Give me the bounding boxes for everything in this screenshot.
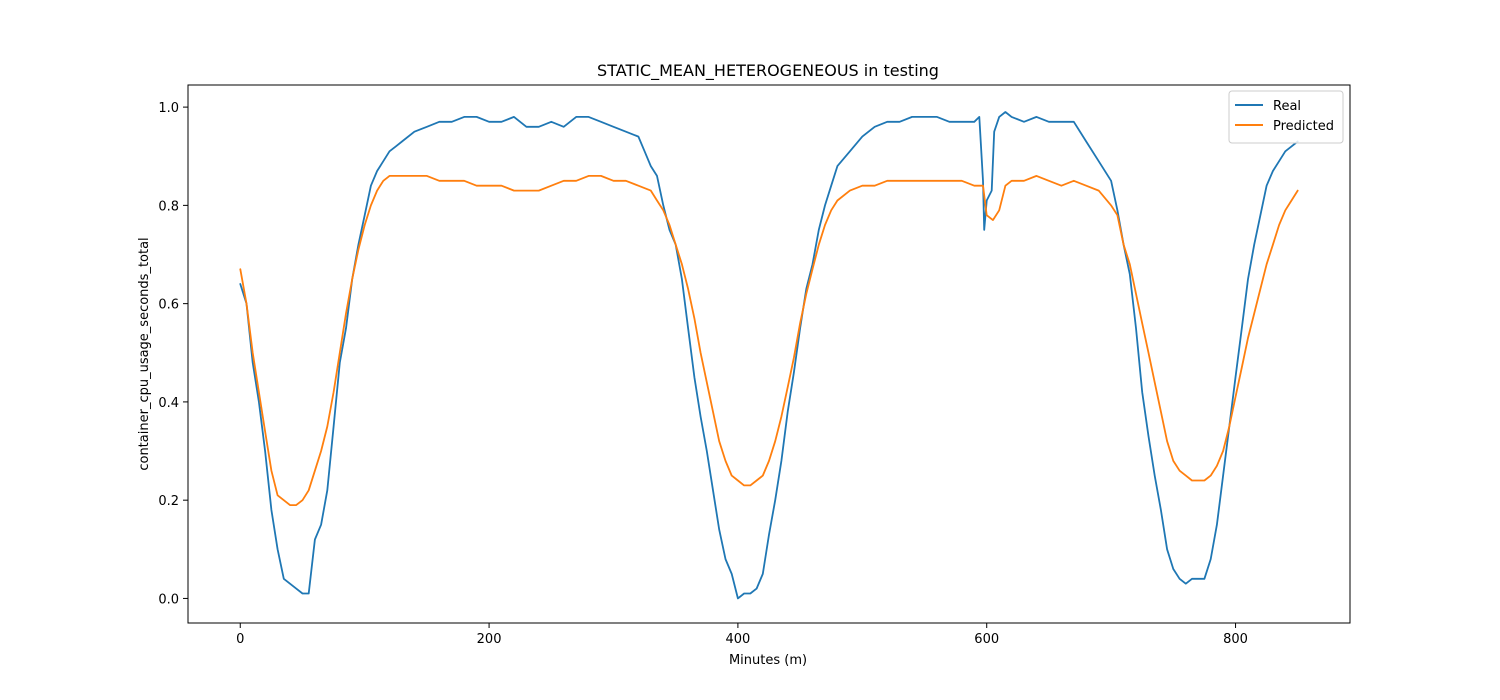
- y-tick-label: 0.0: [158, 592, 179, 607]
- plot-frame: [187, 84, 1351, 624]
- x-axis-ticks: 0 200 400 600 800: [236, 623, 1248, 647]
- y-axis-label: container_cpu_usage_seconds_total: [137, 237, 152, 470]
- x-axis-label: Minutes (m): [729, 653, 807, 668]
- series-line-real: [239, 111, 1299, 600]
- series-line-predicted: [239, 174, 1299, 507]
- legend-label-real: Real: [1273, 99, 1301, 114]
- chart-title: STATIC_MEAN_HETEROGENEOUS in testing: [597, 61, 939, 81]
- y-tick-label: 1.0: [158, 101, 179, 116]
- y-tick-label: 0.8: [158, 199, 179, 214]
- x-tick-label: 800: [1223, 632, 1248, 647]
- x-tick-label: 600: [974, 632, 999, 647]
- legend-label-predicted: Predicted: [1273, 119, 1334, 134]
- y-tick-label: 0.6: [158, 298, 179, 313]
- x-tick-label: 0: [236, 632, 244, 647]
- y-axis-ticks: 0.0 0.2 0.4 0.6 0.8 1.0: [158, 101, 188, 607]
- legend: Real Predicted: [1228, 90, 1344, 144]
- series-layer: [239, 111, 1299, 600]
- x-tick-label: 400: [725, 632, 750, 647]
- y-tick-label: 0.4: [158, 396, 179, 411]
- x-tick-label: 200: [477, 632, 502, 647]
- y-tick-label: 0.2: [158, 494, 179, 509]
